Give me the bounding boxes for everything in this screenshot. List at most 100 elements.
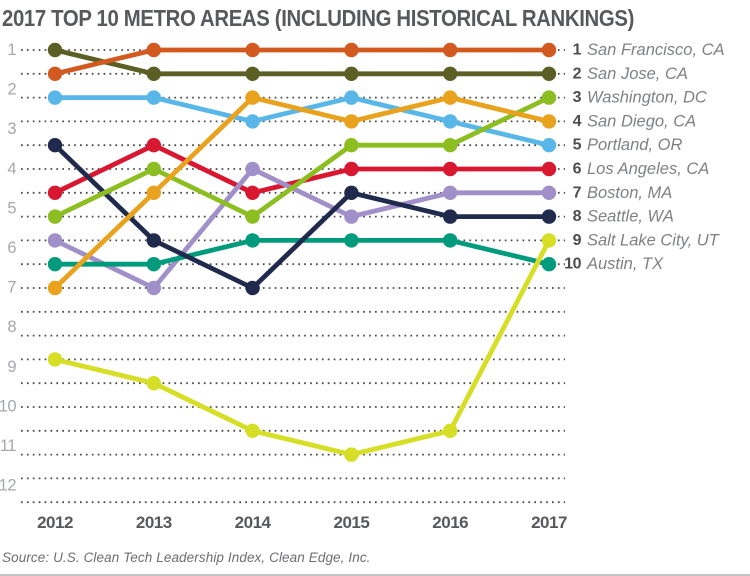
series-line-los-angeles-ca: [52, 142, 552, 196]
data-point-washington-dc-2014: [245, 209, 260, 224]
legend-rank-number-6: 6: [573, 161, 582, 178]
data-point-salt-lake-city-ut-2016: [443, 423, 458, 438]
data-point-portland-or-2016: [443, 114, 458, 129]
data-point-san-francisco-ca-2017: [541, 42, 557, 58]
data-point-san-jose-ca-2017: [541, 66, 557, 82]
legend-rank-number-7: 7: [573, 184, 582, 201]
y-axis-label-7: 7: [7, 279, 16, 297]
data-point-austin-tx-2012: [47, 257, 63, 272]
series-line-san-jose-ca: [52, 47, 552, 77]
data-point-boston-ma-2012: [47, 233, 63, 248]
legend-rank-number-10: 10: [564, 256, 581, 273]
data-point-washington-dc-2015: [344, 138, 359, 153]
data-point-boston-ma-2014: [245, 161, 260, 177]
data-point-los-angeles-ca-2015: [344, 161, 359, 177]
series-line-boston-ma: [52, 166, 552, 291]
series-line-salt-lake-city-ut: [52, 237, 552, 458]
data-point-san-jose-ca-2013: [146, 66, 161, 82]
data-point-boston-ma-2013: [146, 280, 161, 296]
data-point-portland-or-2012: [47, 90, 63, 105]
series-line-san-francisco-ca: [52, 47, 552, 77]
data-point-washington-dc-2013: [146, 161, 161, 177]
legend-city-label-portland-or: Portland, OR: [587, 136, 682, 154]
data-point-los-angeles-ca-2014: [245, 185, 260, 200]
data-point-seattle-wa-2012: [47, 138, 63, 153]
y-axis-label-5: 5: [7, 199, 16, 217]
y-axis-label-12: 12: [0, 477, 16, 495]
x-axis-label-2016: 2016: [432, 513, 468, 532]
data-point-austin-tx-2017: [541, 257, 557, 272]
y-axis-label-2: 2: [7, 81, 16, 99]
legend-city-label-san-francisco-ca: San Francisco, CA: [587, 41, 725, 59]
data-point-san-jose-ca-2015: [344, 66, 359, 82]
data-point-salt-lake-city-ut-2014: [245, 423, 260, 438]
legend-rank-number-1: 1: [573, 42, 582, 59]
x-axis-label-2015: 2015: [333, 513, 369, 532]
y-axis-label-10: 10: [0, 397, 16, 415]
x-axis-label-2013: 2013: [136, 513, 172, 532]
y-axis-label-11: 11: [0, 437, 16, 455]
legend-city-label-salt-lake-city-ut: Salt Lake City, UT: [587, 231, 721, 249]
data-point-salt-lake-city-ut-2013: [146, 376, 161, 391]
data-point-seattle-wa-2017: [541, 209, 557, 224]
legend-rank-number-2: 2: [573, 65, 582, 82]
data-point-san-diego-ca-2015: [344, 114, 359, 129]
legend-city-label-washington-dc: Washington, DC: [587, 89, 707, 107]
data-point-los-angeles-ca-2013: [146, 138, 161, 153]
legend-city-label-san-jose-ca: San Jose, CA: [587, 65, 688, 83]
y-axis-label-8: 8: [7, 318, 16, 336]
y-axis-label-3: 3: [7, 120, 16, 138]
data-point-portland-or-2013: [146, 90, 161, 105]
legend-rank-number-9: 9: [573, 232, 582, 249]
y-axis-label-6: 6: [7, 239, 16, 257]
data-point-los-angeles-ca-2016: [443, 161, 458, 177]
bottom-border: [0, 574, 750, 576]
data-point-boston-ma-2015: [344, 209, 359, 224]
legend-city-label-los-angeles-ca: Los Angeles, CA: [587, 160, 709, 178]
data-point-portland-or-2017: [541, 138, 557, 153]
data-point-washington-dc-2012: [47, 209, 63, 224]
legend-city-label-austin-tx: Austin, TX: [586, 255, 664, 273]
data-point-seattle-wa-2016: [443, 209, 458, 224]
data-point-san-diego-ca-2017: [541, 114, 557, 129]
series-line-washington-dc: [52, 95, 552, 220]
data-point-salt-lake-city-ut-2015: [344, 447, 359, 462]
data-point-san-francisco-ca-2012: [47, 66, 63, 82]
data-point-san-francisco-ca-2013: [146, 42, 161, 58]
x-axis-label-2012: 2012: [37, 513, 73, 532]
y-axis-label-4: 4: [7, 160, 16, 178]
data-point-los-angeles-ca-2012: [47, 185, 63, 200]
data-point-seattle-wa-2014: [245, 280, 260, 296]
data-point-san-diego-ca-2012: [47, 280, 63, 296]
data-point-seattle-wa-2013: [146, 233, 161, 248]
legend-rank-number-8: 8: [573, 208, 582, 225]
data-point-san-francisco-ca-2015: [344, 42, 359, 58]
data-point-san-diego-ca-2014: [245, 90, 260, 105]
legend-rank-number-3: 3: [573, 89, 582, 106]
legend-city-label-seattle-wa: Seattle, WA: [587, 208, 674, 226]
x-axis-label-2014: 2014: [235, 513, 272, 532]
data-point-austin-tx-2015: [344, 233, 359, 248]
legend-city-label-boston-ma: Boston, MA: [587, 184, 672, 202]
series-line-seattle-wa: [52, 142, 552, 291]
y-axis-label-9: 9: [7, 358, 16, 376]
legend-rank-number-5: 5: [573, 137, 582, 154]
data-point-austin-tx-2016: [443, 233, 458, 248]
data-point-austin-tx-2014: [245, 233, 260, 248]
data-point-los-angeles-ca-2017: [541, 161, 557, 177]
data-point-boston-ma-2016: [443, 185, 458, 200]
data-point-portland-or-2015: [344, 90, 359, 105]
data-point-salt-lake-city-ut-2017: [541, 233, 557, 248]
data-point-seattle-wa-2015: [344, 185, 359, 200]
source-note: Source: U.S. Clean Tech Leadership Index…: [2, 550, 371, 565]
data-point-austin-tx-2013: [146, 257, 161, 272]
legend-city-label-san-diego-ca: San Diego, CA: [587, 112, 696, 130]
x-axis-label-2017: 2017: [531, 513, 567, 532]
data-point-san-jose-ca-2012: [47, 42, 63, 58]
data-point-san-diego-ca-2013: [146, 185, 161, 200]
data-point-boston-ma-2017: [541, 185, 557, 200]
data-point-salt-lake-city-ut-2012: [47, 352, 63, 367]
legend-rank-number-4: 4: [573, 113, 582, 130]
